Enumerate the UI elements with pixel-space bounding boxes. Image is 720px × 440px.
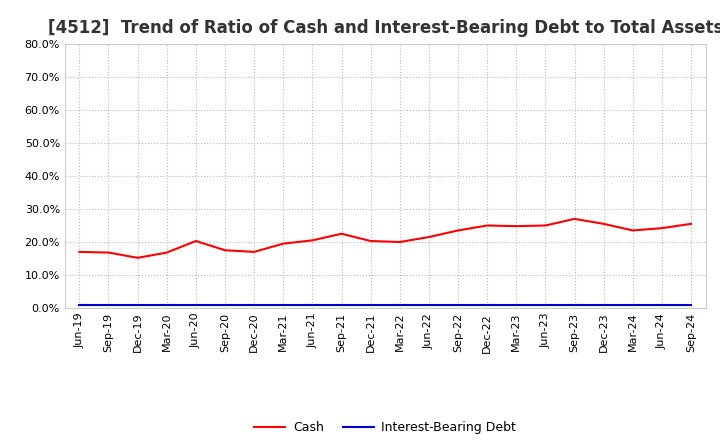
Cash: [599, 221, 608, 227]
Cash: [75, 249, 84, 254]
Interest-Bearing Debt: [279, 303, 287, 308]
Interest-Bearing Debt: [366, 303, 375, 308]
Cash: [279, 241, 287, 246]
Interest-Bearing Debt: [454, 303, 462, 308]
Cash: [220, 248, 229, 253]
Interest-Bearing Debt: [425, 303, 433, 308]
Cash: [687, 221, 696, 227]
Interest-Bearing Debt: [541, 303, 550, 308]
Interest-Bearing Debt: [512, 303, 521, 308]
Cash: [308, 238, 317, 243]
Interest-Bearing Debt: [599, 303, 608, 308]
Cash: [337, 231, 346, 236]
Cash: [250, 249, 258, 254]
Cash: [395, 239, 404, 245]
Interest-Bearing Debt: [657, 303, 666, 308]
Interest-Bearing Debt: [308, 303, 317, 308]
Interest-Bearing Debt: [163, 303, 171, 308]
Line: Cash: Cash: [79, 219, 691, 258]
Interest-Bearing Debt: [104, 303, 113, 308]
Interest-Bearing Debt: [337, 303, 346, 308]
Cash: [366, 238, 375, 244]
Cash: [454, 228, 462, 233]
Interest-Bearing Debt: [629, 303, 637, 308]
Cash: [570, 216, 579, 221]
Interest-Bearing Debt: [687, 303, 696, 308]
Cash: [163, 250, 171, 255]
Interest-Bearing Debt: [192, 303, 200, 308]
Interest-Bearing Debt: [220, 303, 229, 308]
Cash: [483, 223, 492, 228]
Interest-Bearing Debt: [395, 303, 404, 308]
Interest-Bearing Debt: [133, 303, 142, 308]
Interest-Bearing Debt: [250, 303, 258, 308]
Cash: [512, 224, 521, 229]
Cash: [133, 255, 142, 260]
Cash: [657, 225, 666, 231]
Cash: [192, 238, 200, 244]
Legend: Cash, Interest-Bearing Debt: Cash, Interest-Bearing Debt: [249, 416, 521, 439]
Cash: [104, 250, 113, 255]
Title: [4512]  Trend of Ratio of Cash and Interest-Bearing Debt to Total Assets: [4512] Trend of Ratio of Cash and Intere…: [48, 19, 720, 37]
Interest-Bearing Debt: [483, 303, 492, 308]
Interest-Bearing Debt: [75, 303, 84, 308]
Cash: [541, 223, 550, 228]
Cash: [629, 228, 637, 233]
Cash: [425, 235, 433, 240]
Interest-Bearing Debt: [570, 303, 579, 308]
